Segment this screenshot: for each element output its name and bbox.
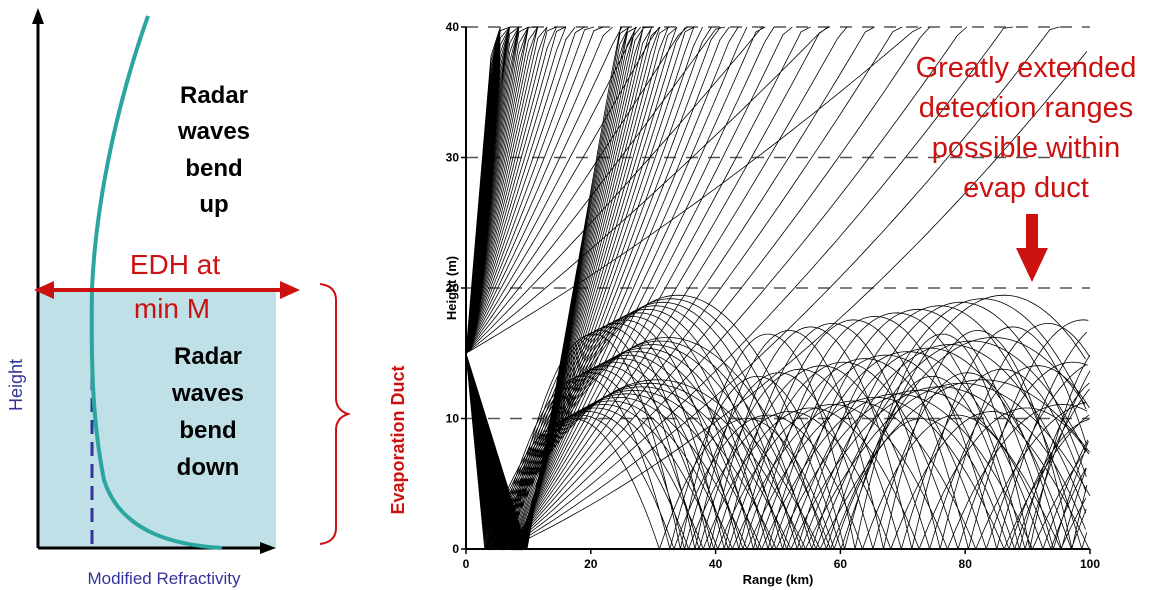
x-tick-label-40: 40 <box>709 557 723 571</box>
x-axis-arrow <box>260 542 276 554</box>
above-text-3: bend <box>185 155 242 182</box>
y-tick-label-40: 40 <box>446 20 460 34</box>
edh-text-2: min M <box>134 293 210 324</box>
detection-annotation: Greatly extended detection ranges possib… <box>916 52 1137 282</box>
chart-ylabel: Height (m) <box>444 256 459 320</box>
refractivity-diagram: Radar waves bend up EDH at min M Radar w… <box>6 8 408 588</box>
refractivity-axis-label: Modified Refractivity <box>87 569 241 588</box>
annotation-line-2: detection ranges <box>919 92 1133 124</box>
edh-arrow-left <box>34 281 54 299</box>
above-text-2: waves <box>177 118 250 145</box>
below-text-2: waves <box>171 380 244 407</box>
chart-axes: 0 20 40 60 80 100 0 10 20 30 40 <box>446 20 1101 571</box>
edh-arrow-right <box>280 281 300 299</box>
refractivity-curve <box>89 15 223 550</box>
ray-paths <box>465 26 1091 551</box>
edh-text-1: EDH at <box>130 249 220 280</box>
y-tick-label-0: 0 <box>452 542 459 556</box>
duct-brace <box>319 283 352 545</box>
annotation-arrow-shaft <box>1026 214 1038 248</box>
annotation-line-3: possible within <box>932 132 1121 164</box>
y-tick-label-30: 30 <box>446 151 460 165</box>
x-tick-label-80: 80 <box>959 557 973 571</box>
x-tick-label-0: 0 <box>463 557 470 571</box>
duct-region <box>38 288 276 548</box>
x-tick-label-60: 60 <box>834 557 848 571</box>
x-tick-label-20: 20 <box>584 557 598 571</box>
above-text-4: up <box>199 191 228 218</box>
ray-traces <box>465 26 1091 551</box>
chart-xlabel: Range (km) <box>743 572 814 587</box>
annotation-line-4: evap duct <box>963 172 1089 204</box>
x-tick-label-100: 100 <box>1080 557 1100 571</box>
annotation-line-1: Greatly extended <box>916 52 1137 84</box>
chart-grid <box>466 26 1090 420</box>
y-axis-arrow <box>32 8 44 24</box>
above-text-1: Radar <box>180 82 248 109</box>
below-text-3: bend <box>179 417 236 444</box>
y-tick-label-20: 20 <box>446 281 460 295</box>
annotation-arrow-head <box>1016 248 1048 282</box>
ray-trace-chart: 0 20 40 60 80 100 0 10 20 30 40 Range (km) Height … <box>444 20 1100 587</box>
y-tick-label-10: 10 <box>446 412 460 426</box>
evaporation-duct-label: Evaporation Duct <box>388 365 408 514</box>
below-text-4: down <box>177 454 240 481</box>
below-text-1: Radar <box>174 343 242 370</box>
height-axis-label: Height <box>6 359 26 411</box>
